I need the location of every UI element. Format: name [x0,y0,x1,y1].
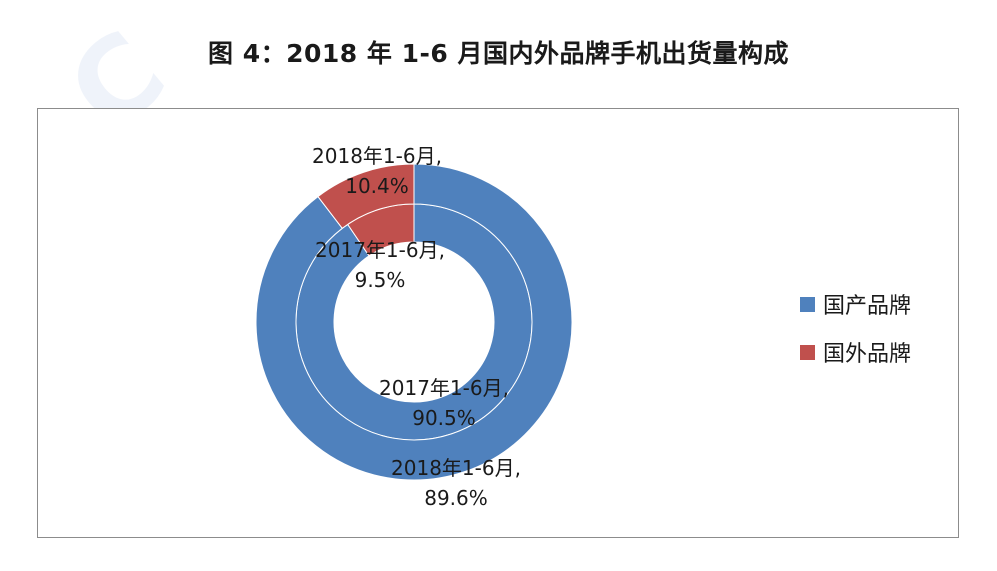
chart-title: 图 4：2018 年 1-6 月国内外品牌手机出货量构成 [208,39,789,68]
slice-outer-domestic [255,163,573,481]
data-label: 2018年1-6月, 89.6% [391,456,521,510]
legend-swatch-domestic [800,296,815,312]
legend-item-foreign: 国外品牌 [800,328,911,376]
data-label: 2017年1-6月, 9.5% [315,238,445,292]
legend-label-domestic: 国产品牌 [823,294,912,319]
legend-label-foreign: 国外品牌 [823,342,912,367]
slice-outer-foreign [317,163,415,230]
data-label: 2018年1-6月, 10.4% [312,144,442,198]
legend-swatch-foreign [800,344,815,360]
legend-item-domestic: 国产品牌 [800,280,911,328]
chart-legend: 国产品牌 国外品牌 [800,280,911,376]
data-label: 2017年1-6月, 90.5% [379,376,509,430]
